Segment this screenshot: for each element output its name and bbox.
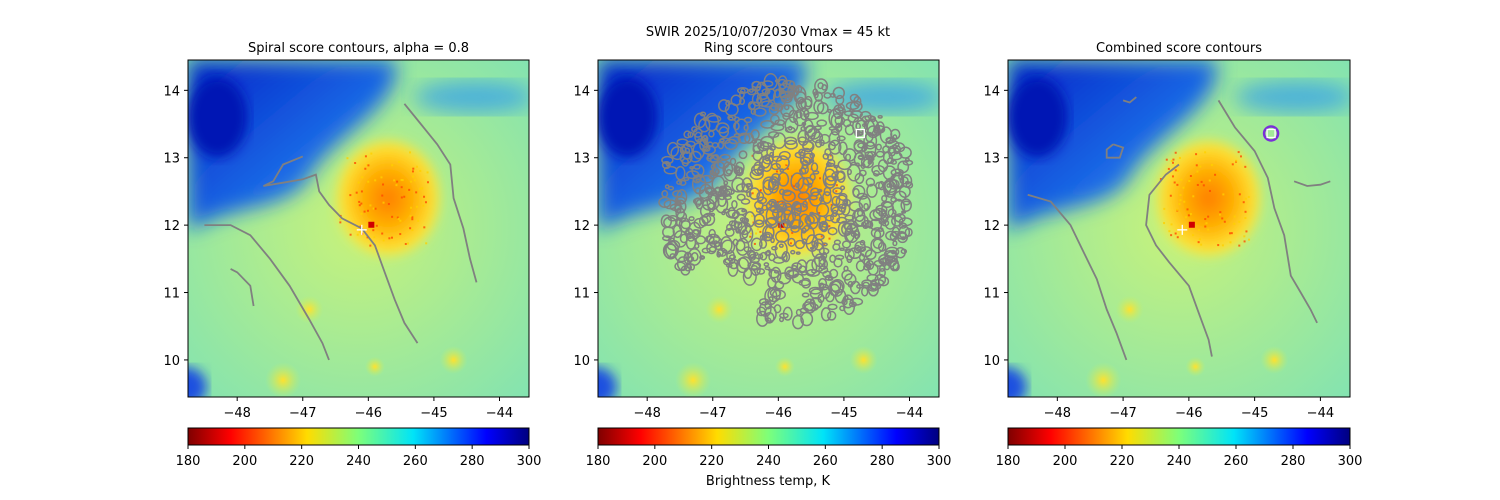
colorbar-tick-label: 260	[403, 454, 428, 469]
panel-title: Combined score contours	[1096, 41, 1262, 56]
brightness-temp-image	[1008, 60, 1350, 397]
contour-5	[1122, 96, 1137, 104]
contour-6	[1293, 180, 1331, 187]
contour-3	[230, 268, 255, 307]
y-tick-label: 11	[573, 287, 590, 302]
colorbar-tick-label: 220	[1110, 454, 1135, 469]
y-tick-label: 13	[163, 152, 180, 167]
colorbar-tick-label: 180	[996, 454, 1021, 469]
colorbar-tick-label: 300	[927, 454, 952, 469]
x-tick-label: −47	[1109, 406, 1136, 421]
ring-contours	[658, 72, 914, 330]
y-tick-label: 13	[573, 152, 590, 167]
colorbar-tick-label: 240	[756, 454, 781, 469]
panel-3: Combined score contours −48 −47 −46 −45 −44 10…	[983, 41, 1363, 469]
contour-4	[1105, 143, 1125, 159]
score-contours	[204, 103, 478, 361]
x-tick-label: −44	[486, 406, 513, 421]
suptitle-line1: SWIR 2025/10/07/2030 Vmax = 45 kt	[646, 25, 890, 40]
x-tick-label: −48	[223, 406, 250, 421]
colorbar: 180 200 220 240 260 280 300	[176, 427, 542, 469]
colorbar: 180 200 220 240 260 280 300	[586, 427, 952, 469]
y-tick-label: 13	[983, 152, 1000, 167]
center-marker	[1177, 224, 1188, 235]
x-tick-label: −48	[1044, 406, 1071, 421]
x-tick-label: −44	[1307, 406, 1334, 421]
x-tick-label: −48	[633, 406, 660, 421]
colorbar-tick-label: 280	[1281, 454, 1306, 469]
axes-frame	[1007, 59, 1351, 398]
colorbar-label: Brightness temp, K	[706, 474, 831, 489]
contour-1	[263, 155, 419, 344]
contour-2	[1027, 193, 1128, 361]
x-tick-label: −46	[355, 406, 382, 421]
panel-2: Ring score contours −48 −47 −46 −45 −44 10 11 12…	[573, 41, 952, 469]
colorbar-tick-label: 240	[1167, 454, 1192, 469]
colorbar-tick-label: 220	[699, 454, 724, 469]
colorbar-tick-label: 300	[1338, 454, 1363, 469]
y-tick-label: 14	[573, 84, 590, 99]
y-tick-label: 12	[163, 219, 180, 234]
colorbar-tick-label: 180	[176, 454, 201, 469]
colorbar-tick-label: 280	[460, 454, 485, 469]
colorbar-tick-label: 200	[232, 454, 257, 469]
y-tick-label: 11	[983, 287, 1000, 302]
brightness-temp-image	[188, 60, 529, 397]
x-tick-label: −45	[420, 406, 447, 421]
colorbar-tick-label: 300	[517, 454, 542, 469]
x-tick-label: −47	[289, 406, 316, 421]
colorbar-tick-label: 220	[289, 454, 314, 469]
colorbar-tick-label: 200	[642, 454, 667, 469]
colorbar-tick-label: 260	[813, 454, 838, 469]
x-tick-label: −44	[896, 406, 923, 421]
colorbar: 180 200 220 240 260 280 300	[996, 427, 1363, 469]
axes-frame	[597, 59, 940, 398]
contour-3	[1217, 99, 1318, 324]
x-tick-label: −45	[1241, 406, 1268, 421]
y-tick-label: 14	[163, 84, 180, 99]
panel-title: Spiral score contours, alpha = 0.8	[248, 41, 469, 56]
y-tick-label: 10	[163, 354, 180, 369]
square-marker	[1262, 125, 1280, 142]
colorbar-tick-label: 260	[1224, 454, 1249, 469]
colorbar-tick-label: 280	[870, 454, 895, 469]
x-tick-label: −47	[699, 406, 726, 421]
panel-1: Spiral score contours, alpha = 0.8 −48 −47…	[163, 41, 542, 469]
score-contours	[1027, 96, 1331, 361]
y-tick-label: 12	[573, 219, 590, 234]
center-marker	[356, 224, 367, 235]
x-tick-label: −46	[765, 406, 792, 421]
contour-4	[403, 103, 478, 283]
brightness-temp-image	[598, 60, 939, 397]
colorbar-tick-label: 200	[1053, 454, 1078, 469]
square-marker	[855, 128, 865, 139]
axes-frame	[187, 59, 530, 398]
y-tick-label: 12	[983, 219, 1000, 234]
colorbar-tick-label: 240	[346, 454, 371, 469]
contour-1	[1145, 163, 1213, 357]
y-tick-label: 14	[983, 84, 1000, 99]
panel-title: Ring score contours	[704, 41, 833, 56]
x-tick-label: −45	[830, 406, 857, 421]
y-tick-label: 10	[573, 354, 590, 369]
y-tick-label: 11	[163, 287, 180, 302]
x-tick-label: −46	[1175, 406, 1202, 421]
contour-2	[204, 224, 330, 361]
colorbar-tick-label: 180	[586, 454, 611, 469]
y-tick-label: 10	[983, 354, 1000, 369]
